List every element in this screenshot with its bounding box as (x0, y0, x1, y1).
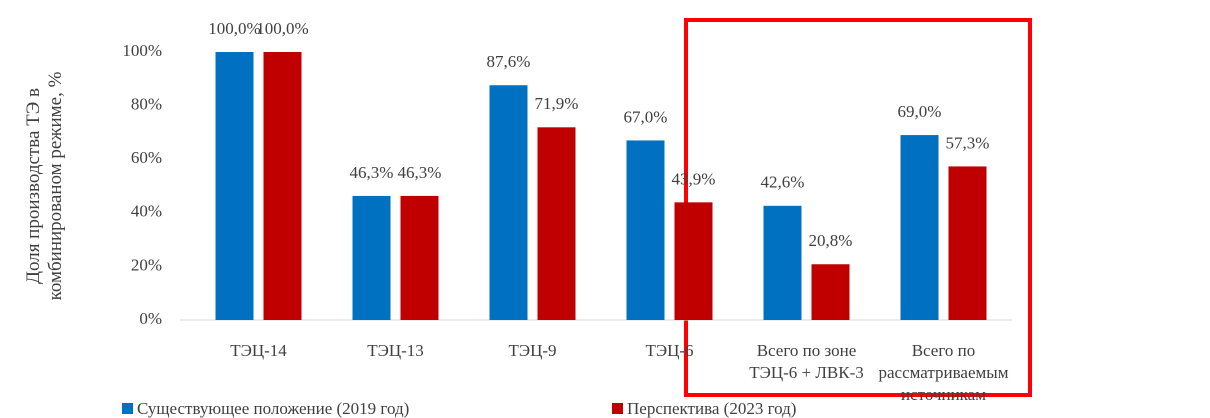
y-tick-label: 20% (131, 255, 162, 274)
value-label: 67,0% (624, 107, 668, 126)
value-label: 87,6% (487, 52, 531, 71)
value-label: 46,3% (350, 163, 394, 182)
value-label: 20,8% (809, 231, 853, 250)
x-tick-label: ТЭЦ-13 (367, 341, 424, 360)
bar (900, 135, 939, 320)
value-label: 57,3% (946, 133, 990, 152)
value-label: 42,6% (761, 173, 805, 192)
y-tick-label: 100% (122, 41, 162, 60)
value-label: 100,0% (208, 19, 260, 38)
bar (948, 166, 987, 320)
bar (352, 195, 391, 320)
bar (489, 85, 528, 321)
legend-swatch (612, 403, 623, 414)
value-label: 71,9% (535, 94, 579, 113)
bar (263, 52, 302, 320)
y-tick-label: 0% (139, 309, 162, 328)
y-tick-label: 60% (131, 148, 162, 167)
x-tick-label: ТЭЦ-6 (645, 341, 693, 360)
bar (537, 127, 576, 320)
x-tick-label: Всего по зоне ТЭЦ-6 + ЛВК-3 (749, 341, 864, 382)
y-tick-label: 40% (131, 202, 162, 221)
legend-label: Перспектива (2023 год) (627, 399, 796, 418)
bar (763, 205, 802, 320)
bar (400, 195, 439, 320)
bar (215, 52, 254, 320)
x-tick-label: Всего по рассматриваемым источникам (879, 341, 1009, 404)
bar (626, 140, 665, 320)
value-label: 69,0% (898, 102, 942, 121)
bar (811, 264, 850, 320)
legend-label: Существующее положение (2019 год) (137, 399, 409, 418)
x-tick-label: ТЭЦ-14 (230, 341, 287, 360)
value-label: 46,3% (398, 163, 442, 182)
bar (674, 202, 713, 320)
y-axis-title-group: Доля производства ТЭ вкомбинированом реж… (23, 71, 66, 300)
value-label: 43,9% (672, 169, 716, 188)
legend-swatch (122, 403, 133, 414)
y-tick-label: 80% (131, 95, 162, 114)
y-axis-title: Доля производства ТЭ вкомбинированом реж… (23, 71, 66, 300)
value-label: 100,0% (256, 19, 308, 38)
x-tick-label: ТЭЦ-9 (508, 341, 556, 360)
